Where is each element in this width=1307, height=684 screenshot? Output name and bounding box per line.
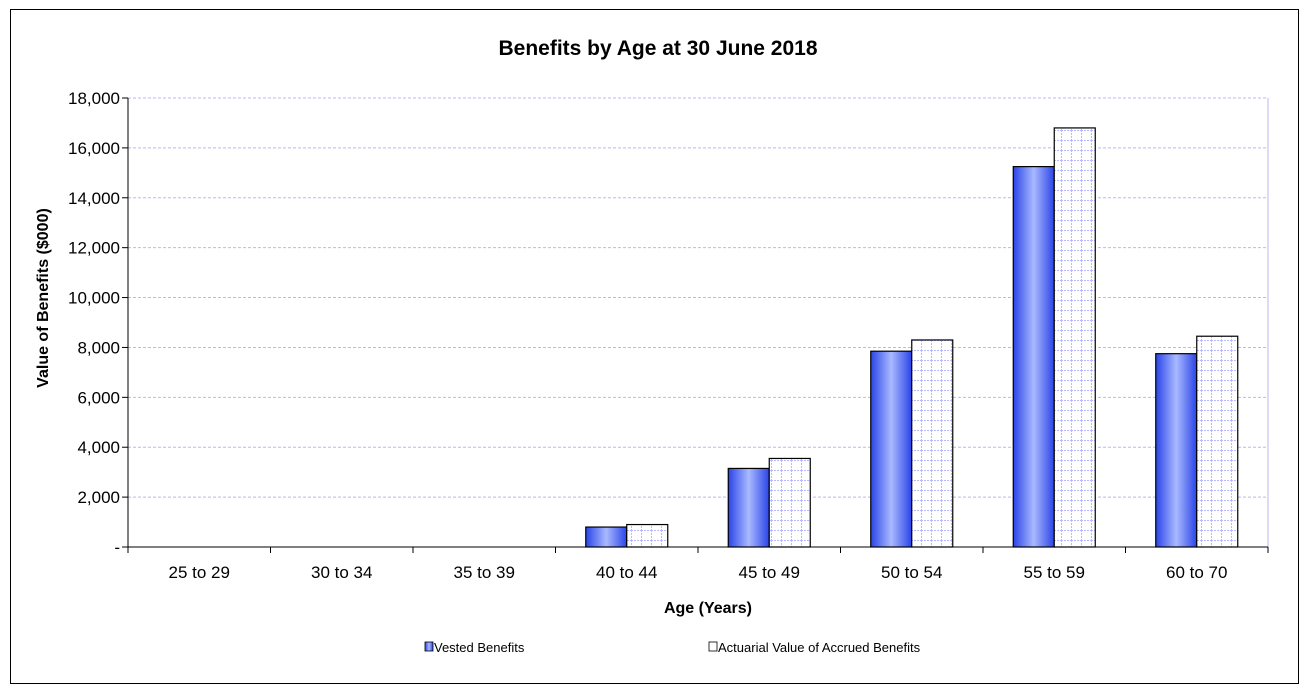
x-axis-title: Age (Years) [664,600,752,617]
y-axis-title: Value of Benefits ($000) [35,208,52,388]
bars [585,127,1239,548]
y-tick-label: 6,000 [77,388,120,407]
y-tick-label: 4,000 [77,438,120,457]
bar-accrued [1196,335,1239,548]
chart-title: Benefits by Age at 30 June 2018 [498,37,817,60]
legend-swatch-vested [424,641,434,652]
x-tick-label: 60 to 70 [1166,563,1227,582]
y-tick-label: 10,000 [68,289,120,308]
y-tick-label: 14,000 [68,189,120,208]
y-tick-label: 2,000 [77,488,120,507]
x-tick-label: 50 to 54 [881,563,942,582]
legend-label-accrued: Actuarial Value of Accrued Benefits [718,640,921,655]
bar-vested [1155,353,1198,548]
y-tick-label: 12,000 [68,239,120,258]
bar-accrued [626,523,669,548]
legend: Vested Benefits Actuarial Value of Accru… [424,640,921,655]
bar-accrued [1053,127,1096,548]
x-tick-label: 45 to 49 [739,563,800,582]
x-tick-labels: 25 to 29 30 to 34 35 to 39 40 to 44 45 to 49… [169,563,1228,582]
x-tick-label: 55 to 59 [1024,563,1085,582]
bar-accrued [911,339,954,548]
x-tick-label: 35 to 39 [454,563,515,582]
gridlines [128,97,1269,547]
bar-vested [585,526,628,548]
x-tick-label: 40 to 44 [596,563,657,582]
legend-swatch-accrued [708,641,718,652]
y-tick-label: - [114,538,120,557]
y-tick-label: 18,000 [68,89,120,108]
chart-frame: Benefits by Age at 30 June 2018 - 2,000 4,… [10,9,1299,684]
y-tick-label: 16,000 [68,139,120,158]
y-tick-label: 8,000 [77,338,120,357]
y-tick-labels: - 2,000 4,000 6,000 8,000 10,000 12,000 14,000 1… [68,89,120,557]
legend-label-vested: Vested Benefits [434,640,525,655]
bar-accrued [768,457,811,548]
axes [122,97,1269,553]
x-tick-label: 30 to 34 [311,563,372,582]
x-tick-label: 25 to 29 [169,563,230,582]
bar-vested [727,467,770,548]
bar-chart: Benefits by Age at 30 June 2018 - 2,000 4,… [35,37,1269,655]
bar-vested [1012,165,1055,548]
bar-vested [870,350,913,548]
